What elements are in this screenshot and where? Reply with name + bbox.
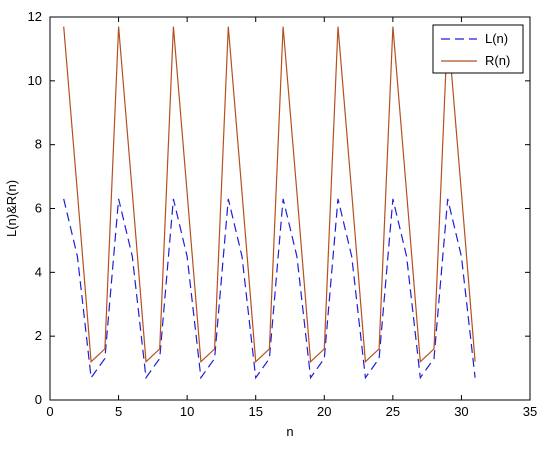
legend-label-l: L(n) [485, 31, 508, 46]
x-tick-label: 30 [454, 404, 468, 419]
x-tick-label: 5 [115, 404, 122, 419]
x-axis-label: n [286, 424, 293, 439]
y-tick-label: 10 [28, 73, 42, 88]
y-tick-label: 6 [35, 201, 42, 216]
y-axis-label: L(n)&R(n) [4, 180, 19, 237]
series-line-r [63, 26, 476, 363]
x-tick-label: 35 [523, 404, 537, 419]
y-tick-label: 12 [28, 9, 42, 24]
y-tick-label: 0 [35, 392, 42, 407]
x-tick-label: 10 [180, 404, 194, 419]
y-tick-label: 4 [35, 264, 42, 279]
x-tick-label: 0 [46, 404, 53, 419]
x-tick-label: 20 [317, 404, 331, 419]
x-tick-label: 15 [248, 404, 262, 419]
y-tick-label: 2 [35, 328, 42, 343]
legend-label-r: R(n) [485, 53, 510, 68]
x-tick-label: 25 [386, 404, 400, 419]
series-layer [63, 26, 476, 380]
legend: L(n) R(n) [432, 24, 524, 74]
ticks-layer: 0 5 10 15 20 25 30 35 0 2 4 6 8 10 12 [28, 9, 538, 419]
series-line-l [63, 198, 476, 380]
legend-box [432, 24, 524, 74]
y-tick-label: 8 [35, 137, 42, 152]
